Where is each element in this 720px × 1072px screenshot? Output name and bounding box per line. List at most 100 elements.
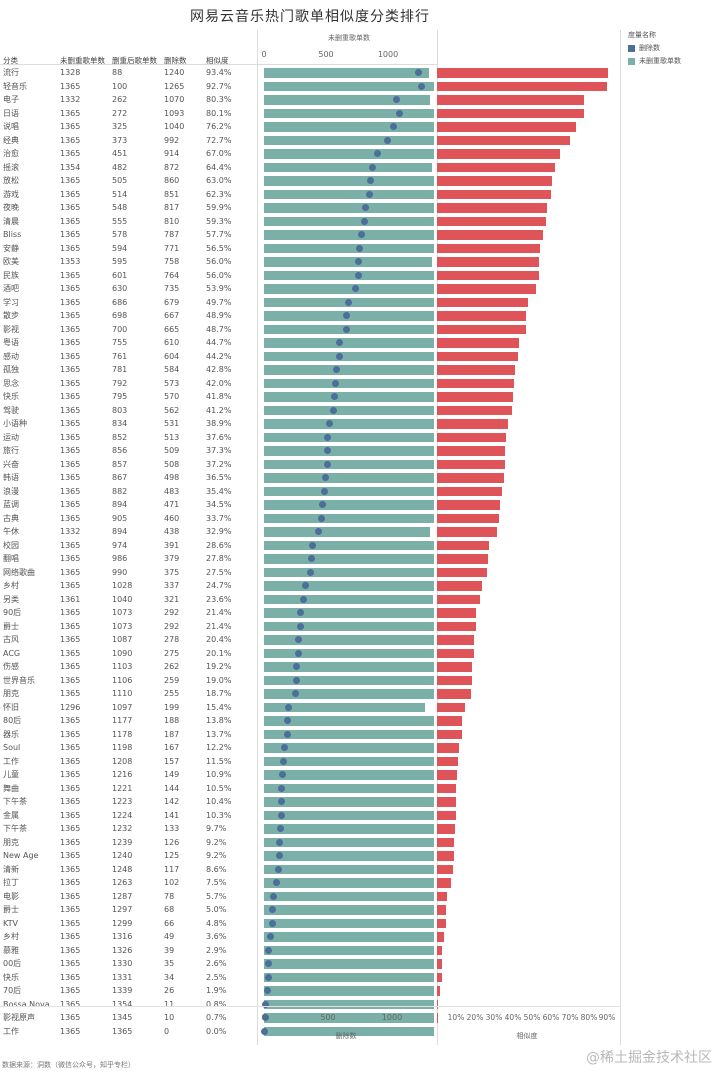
- row-dedup: 594: [112, 243, 128, 253]
- row-total: 1365: [60, 891, 81, 901]
- row-total: 1365: [60, 918, 81, 928]
- dot-deleted: [417, 82, 425, 90]
- row-total: 1365: [60, 338, 81, 347]
- row-deleted: 460: [164, 513, 180, 523]
- bar-similarity: [437, 770, 457, 780]
- pct-axis-tick: 60%: [542, 1013, 560, 1022]
- dot-deleted: [383, 136, 391, 144]
- table-row: 感动 1365 761 604 44.2%: [0, 350, 620, 364]
- row-similarity: 62.3%: [206, 189, 232, 199]
- bar-similarity: [437, 446, 506, 456]
- dot-deleted: [323, 447, 331, 454]
- row-category: 下午茶: [3, 824, 27, 833]
- bar-total: [264, 702, 426, 712]
- bar-total: [264, 743, 434, 753]
- row-category: 爵士: [3, 905, 19, 914]
- dot-deleted: [322, 474, 330, 481]
- bar-similarity: [437, 1013, 439, 1023]
- row-category: 另类: [3, 594, 19, 604]
- dot-deleted: [326, 420, 334, 427]
- dot-deleted: [307, 568, 315, 576]
- bar-total: [264, 945, 434, 955]
- pct-axis-tick: 30%: [485, 1013, 503, 1022]
- row-deleted: 10: [164, 1013, 175, 1022]
- dot-deleted: [320, 487, 328, 495]
- legend-label-total: 未删重歌单数: [639, 57, 681, 65]
- bar-total: [264, 689, 434, 699]
- row-category: 电影: [3, 891, 19, 901]
- bar-similarity: [437, 176, 553, 186]
- row-category: 韩语: [3, 473, 19, 482]
- row-category: 摇滚: [3, 162, 19, 172]
- dot-deleted: [296, 622, 304, 630]
- row-total: 1365: [60, 1013, 81, 1022]
- row-similarity: 24.7%: [206, 581, 232, 590]
- row-total: 1365: [60, 324, 81, 334]
- divider-legend: [620, 30, 621, 1045]
- table-row: 90后 1365 1073 292 21.4%: [0, 606, 620, 620]
- table-row: 蓝调 1365 894 471 34.5%: [0, 498, 620, 512]
- dot-deleted: [296, 609, 304, 616]
- row-total: 1332: [60, 95, 81, 104]
- table-row: 舞曲 1365 1221 144 10.5%: [0, 782, 620, 796]
- row-total: 1365: [60, 621, 81, 631]
- table-row: 旅行 1365 856 509 37.3%: [0, 444, 620, 458]
- dot-deleted: [368, 163, 376, 171]
- row-category: 舞曲: [3, 783, 19, 793]
- row-dedup: 88: [112, 68, 123, 77]
- bar-similarity: [437, 594, 481, 604]
- row-dedup: 894: [112, 500, 128, 509]
- bar-total: [264, 999, 434, 1009]
- row-dedup: 1326: [112, 945, 133, 955]
- dot-deleted: [283, 717, 291, 724]
- row-category: 散步: [3, 311, 19, 320]
- row-dedup: 1339: [112, 986, 133, 995]
- table-row: ACG 1365 1090 275 20.1%: [0, 647, 620, 661]
- row-deleted: 992: [164, 135, 180, 145]
- pct-axis-tick: 80%: [580, 1013, 598, 1022]
- bar-similarity: [437, 567, 488, 577]
- bar-similarity: [437, 662, 473, 672]
- row-category: 伤感: [3, 662, 19, 671]
- row-dedup: 867: [112, 473, 128, 482]
- row-deleted: 278: [164, 635, 180, 644]
- row-deleted: 337: [164, 581, 180, 590]
- row-deleted: 49: [164, 932, 175, 941]
- table-row: 民族 1365 601 764 56.0%: [0, 269, 620, 283]
- bar-total: [264, 972, 434, 982]
- row-dedup: 1330: [112, 959, 133, 968]
- bar-similarity: [437, 635, 475, 645]
- row-deleted: 570: [164, 392, 180, 401]
- bar-similarity: [437, 149, 560, 159]
- row-total: 1365: [60, 837, 81, 847]
- row-total: 1365: [60, 648, 81, 658]
- bar-similarity: [437, 500, 501, 510]
- row-deleted: 584: [164, 365, 180, 374]
- row-total: 1365: [60, 149, 81, 158]
- row-similarity: 5.7%: [206, 891, 227, 901]
- row-similarity: 23.6%: [206, 594, 232, 604]
- row-similarity: 34.5%: [206, 500, 232, 509]
- row-deleted: 679: [164, 297, 180, 307]
- table-row: 网络歌曲 1365 990 375 27.5%: [0, 566, 620, 580]
- row-total: 1365: [60, 405, 81, 415]
- dot-deleted: [264, 973, 272, 981]
- table-row: 00后 1365 1330 35 2.6%: [0, 957, 620, 971]
- row-dedup: 990: [112, 567, 128, 577]
- bar-total: [264, 756, 434, 766]
- row-dedup: 1263: [112, 878, 133, 887]
- row-category: 80后: [3, 716, 22, 725]
- bar-similarity: [437, 95, 584, 105]
- bar-similarity: [437, 216, 546, 226]
- dot-deleted: [319, 501, 327, 508]
- dot-deleted: [336, 339, 344, 346]
- row-similarity: 80.3%: [206, 95, 232, 104]
- row-deleted: 509: [164, 446, 180, 455]
- row-total: 1365: [60, 311, 81, 320]
- row-category: 工作: [3, 1026, 19, 1036]
- row-total: 1365: [60, 81, 81, 91]
- row-dedup: 1073: [112, 621, 133, 631]
- row-total: 1365: [60, 500, 81, 509]
- row-deleted: 39: [164, 945, 175, 955]
- row-similarity: 37.3%: [206, 446, 232, 455]
